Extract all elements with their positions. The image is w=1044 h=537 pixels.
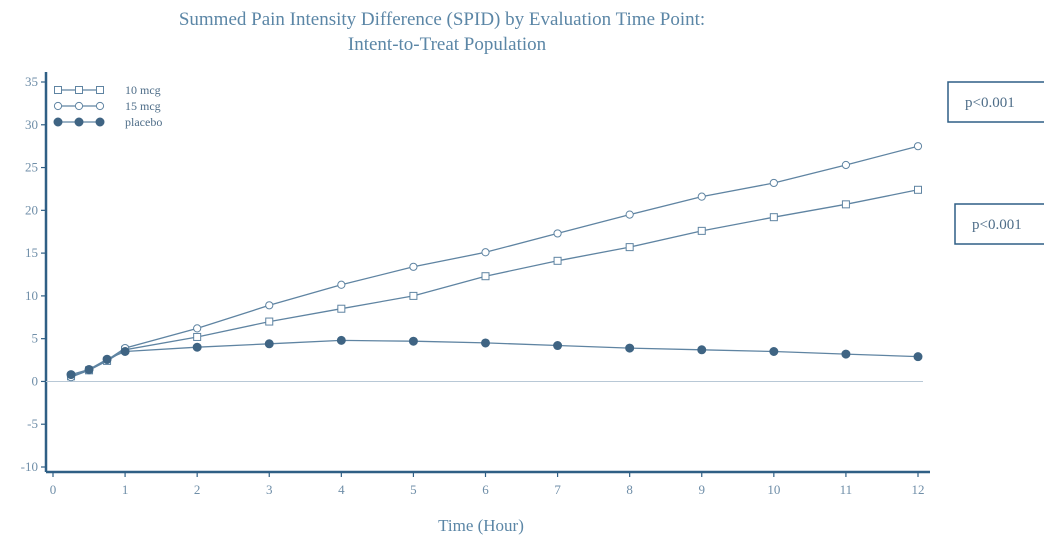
data-point-15-mcg bbox=[481, 248, 490, 257]
legend-marker bbox=[96, 86, 104, 94]
data-point-15-mcg bbox=[409, 262, 418, 271]
data-point-10-mcg bbox=[625, 243, 634, 252]
legend-marker bbox=[95, 117, 105, 127]
legend-item-15-mcg: 15 mcg bbox=[53, 99, 161, 113]
legend-marker bbox=[53, 101, 63, 111]
x-tick-label: 8 bbox=[626, 482, 633, 497]
data-point-placebo bbox=[102, 354, 112, 364]
x-tick-label: 3 bbox=[266, 482, 273, 497]
data-point-10-mcg bbox=[553, 256, 562, 265]
p-value-text: p<0.001 bbox=[972, 217, 1022, 233]
data-point-15-mcg bbox=[193, 324, 202, 333]
legend-marker bbox=[74, 117, 84, 127]
data-point-placebo bbox=[481, 338, 490, 348]
x-tick-label: 11 bbox=[840, 482, 853, 497]
x-tick-label: 4 bbox=[338, 482, 345, 497]
y-tick-label: 35 bbox=[25, 74, 38, 89]
data-point-placebo bbox=[697, 345, 707, 355]
data-point-15-mcg bbox=[553, 229, 562, 238]
y-tick-label: 15 bbox=[25, 245, 38, 260]
x-tick-label: 12 bbox=[912, 482, 925, 497]
p-value-box bbox=[954, 203, 1044, 245]
data-point-placebo bbox=[66, 370, 76, 380]
data-point-15-mcg bbox=[697, 192, 706, 201]
p-value-text: p<0.001 bbox=[965, 95, 1015, 111]
x-axis-label: Time (Hour) bbox=[438, 516, 524, 535]
data-point-placebo bbox=[553, 341, 563, 351]
data-point-15-mcg bbox=[265, 301, 274, 310]
data-point-10-mcg bbox=[697, 226, 706, 235]
data-point-10-mcg bbox=[914, 185, 922, 194]
legend-marker bbox=[75, 86, 83, 94]
series-placebo bbox=[66, 335, 923, 380]
data-point-15-mcg bbox=[625, 210, 634, 219]
data-point-15-mcg bbox=[769, 178, 778, 188]
data-point-15-mcg bbox=[841, 160, 851, 170]
x-tick-label: 1 bbox=[122, 482, 129, 497]
y-tick-label: 20 bbox=[25, 202, 38, 217]
legend-label: 10 mcg bbox=[125, 83, 161, 97]
data-point-placebo bbox=[769, 347, 779, 356]
data-point-15-mcg bbox=[337, 280, 346, 289]
series-line-15-mcg bbox=[70, 145, 919, 378]
data-point-placebo bbox=[408, 336, 418, 346]
x-tick-label: 10 bbox=[767, 482, 780, 497]
data-point-10-mcg bbox=[481, 272, 490, 281]
data-point-placebo bbox=[913, 352, 923, 362]
legend-label: placebo bbox=[125, 115, 162, 129]
y-tick-label: 0 bbox=[32, 373, 39, 388]
chart-subtitle: Intent-to-Treat Population bbox=[348, 34, 547, 55]
data-point-placebo bbox=[120, 347, 130, 356]
p-value-annotation: p<0.001 bbox=[954, 203, 1044, 245]
p-value-box bbox=[947, 81, 1044, 123]
data-point-placebo bbox=[264, 339, 274, 349]
legend-marker bbox=[54, 86, 62, 94]
data-point-placebo bbox=[625, 343, 635, 353]
x-tick-label: 9 bbox=[699, 482, 706, 497]
y-tick-label: -10 bbox=[21, 459, 38, 474]
x-tick-label: 0 bbox=[50, 482, 57, 497]
data-point-placebo bbox=[192, 342, 202, 352]
data-point-10-mcg bbox=[409, 291, 418, 300]
data-point-placebo bbox=[84, 364, 94, 374]
annotations: p<0.001 p<0.001 bbox=[947, 81, 1044, 245]
legend-label: 15 mcg bbox=[125, 99, 161, 113]
data-point-placebo bbox=[336, 335, 346, 345]
legend-marker bbox=[95, 101, 105, 111]
chart-title: Summed Pain Intensity Difference (SPID) … bbox=[179, 9, 705, 30]
y-tick-label: 25 bbox=[25, 160, 38, 175]
x-tick-label: 7 bbox=[554, 482, 561, 497]
y-tick-label: 30 bbox=[25, 117, 38, 132]
legend-marker bbox=[53, 117, 63, 127]
data-point-10-mcg bbox=[265, 317, 274, 326]
data-point-15-mcg bbox=[913, 142, 923, 151]
data-point-10-mcg bbox=[193, 332, 202, 341]
x-tick-label: 6 bbox=[482, 482, 489, 497]
legend-item-placebo: placebo bbox=[53, 115, 162, 129]
data-point-10-mcg bbox=[769, 213, 778, 222]
y-tick-label: 10 bbox=[25, 288, 38, 303]
p-value-annotation: p<0.001 bbox=[947, 81, 1044, 123]
legend-marker bbox=[74, 101, 84, 111]
legend-item-10-mcg: 10 mcg bbox=[54, 83, 161, 97]
y-tick-label: -5 bbox=[27, 416, 38, 431]
y-tick-label: 5 bbox=[32, 331, 39, 346]
x-tick-label: 5 bbox=[410, 482, 417, 497]
data-point-placebo bbox=[841, 349, 851, 359]
data-point-10-mcg bbox=[337, 304, 346, 313]
x-tick-label: 2 bbox=[194, 482, 201, 497]
data-point-10-mcg bbox=[841, 200, 850, 209]
series-layer bbox=[66, 142, 923, 382]
legend: 10 mcg 15 mcg placebo bbox=[53, 83, 162, 129]
